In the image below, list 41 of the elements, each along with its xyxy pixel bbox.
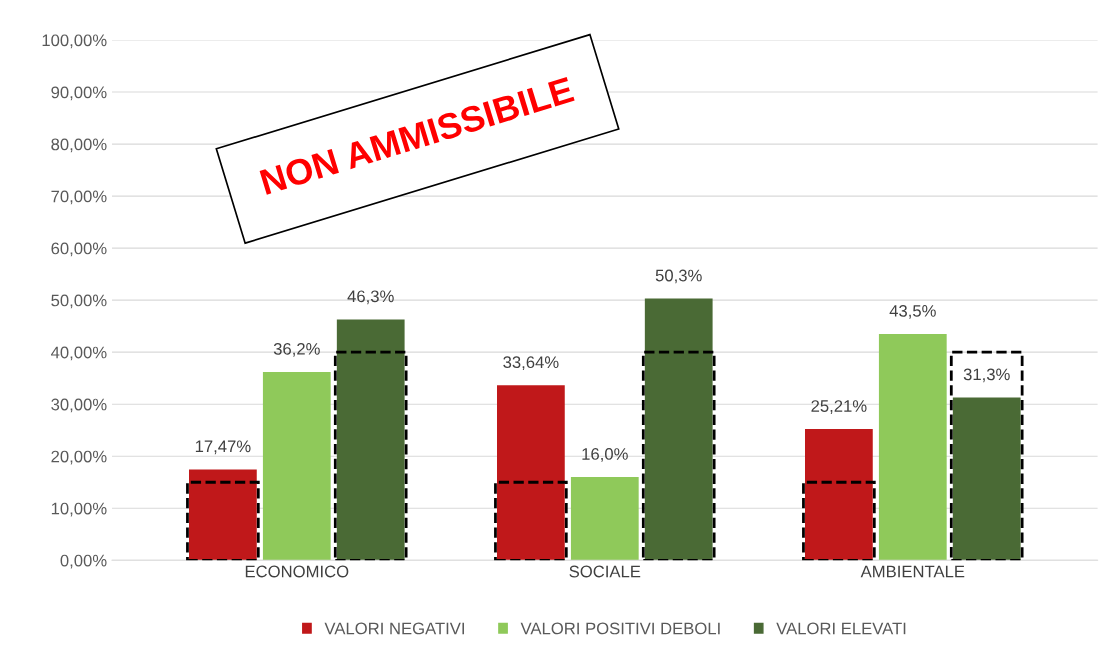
x-tick-label: SOCIALE [569, 565, 641, 578]
legend-label: VALORI NEGATIVI [324, 622, 464, 635]
bar [189, 469, 257, 561]
y-tick-label: 20,00% [51, 450, 107, 465]
bar [333, 350, 408, 561]
y-tick-label: 70,00% [51, 190, 107, 205]
data-label: 46,3% [347, 290, 394, 305]
y-tick-label: 0,00% [60, 554, 107, 569]
legend-label: VALORI ELEVATI [776, 622, 906, 635]
data-label: 33,64% [503, 356, 559, 371]
y-tick-label: 50,00% [51, 294, 107, 309]
y-tick-label: 10,00% [51, 502, 107, 517]
y-tick-label: 40,00% [51, 346, 107, 361]
bar [570, 477, 639, 561]
data-label: 16,0% [582, 448, 628, 462]
bar [186, 480, 260, 561]
bar [805, 429, 873, 561]
data-label: 36,2% [273, 342, 320, 357]
bar [802, 480, 876, 561]
bar [641, 350, 716, 561]
y-tick-label: 30,00% [51, 398, 107, 413]
x-tick-label: ECONOMICO [245, 565, 349, 578]
y-tick-label: 80,00% [51, 138, 107, 153]
x-tick-label: AMBIENTALE [860, 565, 965, 578]
data-label: 31,3% [963, 368, 1010, 383]
bar [336, 319, 405, 561]
data-label: 25,21% [811, 400, 867, 414]
y-tick-label: 100,00% [42, 34, 107, 49]
bar [262, 371, 331, 561]
bar [497, 385, 565, 561]
y-tick-label: 60,00% [51, 242, 107, 257]
bar [952, 397, 1021, 561]
bar [949, 350, 1024, 561]
bar [878, 333, 947, 561]
data-label: 50,3% [655, 269, 702, 284]
bar [494, 480, 568, 561]
data-label: 17,47% [195, 440, 251, 455]
bar [644, 298, 713, 561]
legend-label: VALORI POSITIVI DEBOLI [520, 622, 720, 635]
data-label: 43,5% [889, 304, 936, 319]
y-tick-label: 90,00% [51, 86, 107, 101]
